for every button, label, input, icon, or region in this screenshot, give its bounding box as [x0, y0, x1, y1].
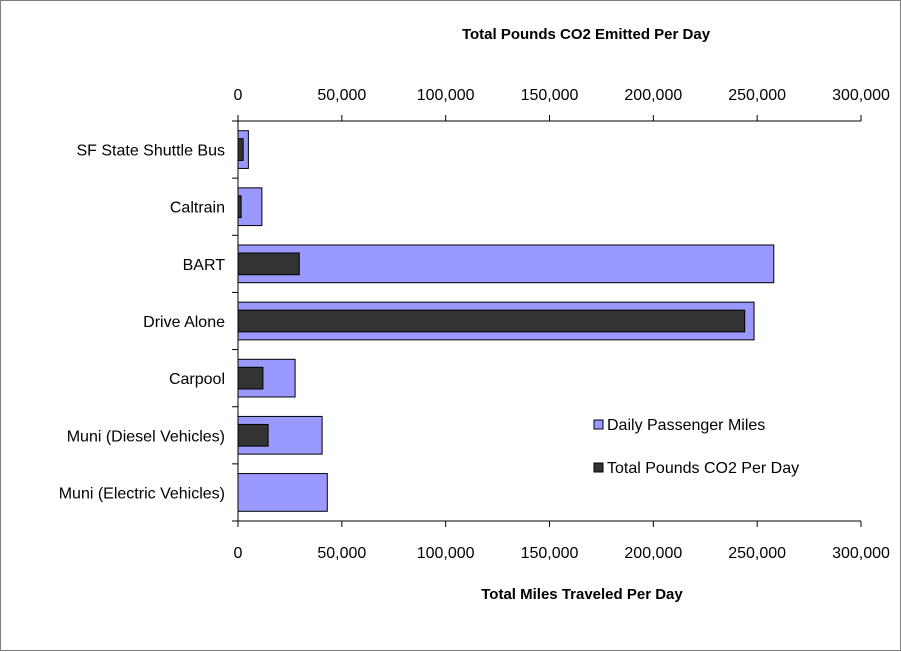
bar-total-pounds-co2	[237, 252, 300, 276]
bar-total-pounds-co2	[237, 138, 244, 161]
legend: Daily Passenger Miles Total Pounds CO2 Pe…	[593, 417, 799, 477]
top-tick-label: 50,000	[317, 87, 366, 104]
bar-total-pounds-co2	[237, 366, 264, 390]
bottom-tick-label: 150,000	[521, 545, 579, 562]
bars	[237, 130, 775, 512]
bar-daily-passenger-miles	[237, 244, 775, 284]
category-axis: SF State Shuttle Bus Caltrain BART Drive Al…	[59, 120, 239, 522]
legend-swatch	[593, 462, 604, 473]
top-tick-label: 300,000	[832, 87, 890, 104]
top-tick-label: 200,000	[624, 87, 682, 104]
bar-daily-passenger-miles	[237, 473, 328, 512]
bottom-axis-title: Total Miles Traveled Per Day	[481, 586, 683, 603]
top-tick-label: 250,000	[728, 87, 786, 104]
bottom-axis: 0 50,000 100,000 150,000 200,000 250,000 300,0…	[234, 520, 890, 562]
legend-label: Daily Passenger Miles	[607, 417, 765, 434]
top-tick-label: 150,000	[521, 87, 579, 104]
bar-total-pounds-co2	[237, 195, 242, 219]
top-axis-title: Total Pounds CO2 Emitted Per Day	[462, 26, 711, 43]
category-label: Drive Alone	[143, 314, 225, 331]
top-tick-label: 100,000	[417, 87, 475, 104]
bottom-tick-label: 250,000	[728, 545, 786, 562]
bottom-tick-label: 200,000	[624, 545, 682, 562]
bottom-tick-label: 50,000	[317, 545, 366, 562]
bar-total-pounds-co2	[237, 309, 746, 333]
top-tick-label: 0	[234, 87, 243, 104]
category-label: SF State Shuttle Bus	[76, 143, 225, 160]
bottom-tick-label: 300,000	[832, 545, 890, 562]
legend-label: Total Pounds CO2 Per Day	[607, 460, 799, 477]
bottom-tick-label: 0	[234, 545, 243, 562]
bottom-tick-label: 100,000	[417, 545, 475, 562]
category-label: Muni (Diesel Vehicles)	[67, 428, 225, 445]
category-label: Caltrain	[170, 200, 225, 217]
legend-swatch	[593, 419, 604, 430]
top-axis: 0 50,000 100,000 150,000 200,000 250,000 300,0…	[234, 87, 890, 122]
category-label: Carpool	[169, 371, 225, 388]
category-label: Muni (Electric Vehicles)	[59, 485, 225, 502]
category-label: BART	[183, 257, 226, 274]
bar-total-pounds-co2	[237, 423, 269, 447]
